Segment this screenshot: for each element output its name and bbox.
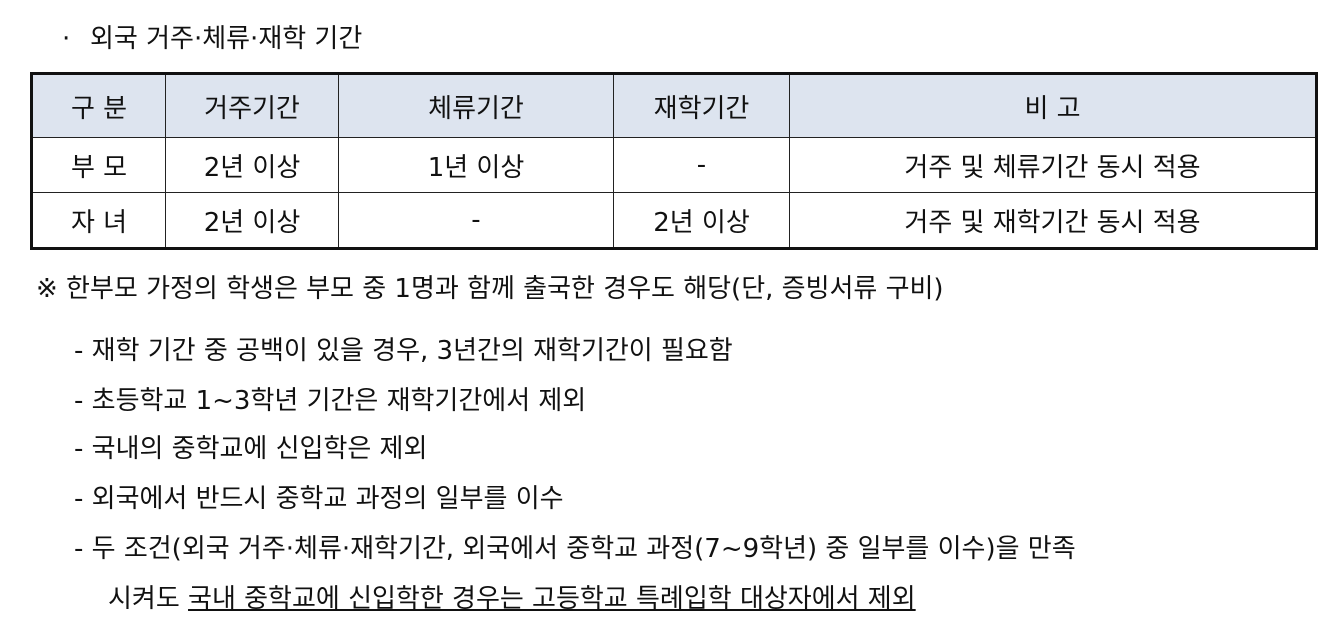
residence-period-table: 구 분 거주기간 체류기간 재학기간 비 고 부 모 2년 이상 1년 이상 -…: [30, 72, 1318, 250]
cell: -: [613, 137, 790, 193]
cell: 자 녀: [31, 192, 166, 249]
continuation-prefix: 시켜도: [108, 584, 189, 614]
list-item: - 국내의 중학교에 신입학은 제외: [74, 434, 428, 464]
cell: 거주 및 체류기간 동시 적용: [789, 137, 1317, 193]
header-stay: 체류기간: [338, 73, 614, 138]
list-item: - 두 조건(외국 거주·체류·재학기간, 외국에서 중학교 과정(7~9학년)…: [74, 534, 1076, 564]
cell: 부 모: [31, 137, 166, 193]
underlined-text: 국내 중학교에 신입학한 경우는 고등학교 특례입학 대상자에서 제외: [188, 584, 916, 614]
header-category: 구 분: [31, 73, 166, 138]
list-item: - 재학 기간 중 공백이 있을 경우, 3년간의 재학기간이 필요함: [74, 336, 733, 366]
cell: 거주 및 재학기간 동시 적용: [789, 192, 1317, 249]
section-title-text: 외국 거주·체류·재학 기간: [90, 24, 363, 54]
cell: 2년 이상: [613, 192, 790, 249]
table-row: 부 모 2년 이상 1년 이상 - 거주 및 체류기간 동시 적용: [31, 137, 1317, 193]
bullet: ·: [62, 24, 71, 54]
header-remarks: 비 고: [789, 73, 1317, 138]
list-item: - 초등학교 1~3학년 기간은 재학기간에서 제외: [74, 386, 587, 416]
cell: 1년 이상: [338, 137, 614, 193]
section-title: · 외국 거주·체류·재학 기간: [62, 18, 362, 55]
cell: 2년 이상: [165, 192, 339, 249]
list-item: - 외국에서 반드시 중학교 과정의 일부를 이수: [74, 484, 564, 514]
header-residence: 거주기간: [165, 73, 339, 138]
table-header-row: 구 분 거주기간 체류기간 재학기간 비 고: [31, 73, 1317, 138]
table-row: 자 녀 2년 이상 - 2년 이상 거주 및 재학기간 동시 적용: [31, 192, 1317, 249]
header-study: 재학기간: [613, 73, 790, 138]
cell: -: [338, 192, 614, 249]
cell: 2년 이상: [165, 137, 339, 193]
list-item-continuation: 시켜도 국내 중학교에 신입학한 경우는 고등학교 특례입학 대상자에서 제외: [108, 578, 916, 615]
note: ※ 한부모 가정의 학생은 부모 중 1명과 함께 출국한 경우도 해당(단, …: [36, 274, 944, 304]
